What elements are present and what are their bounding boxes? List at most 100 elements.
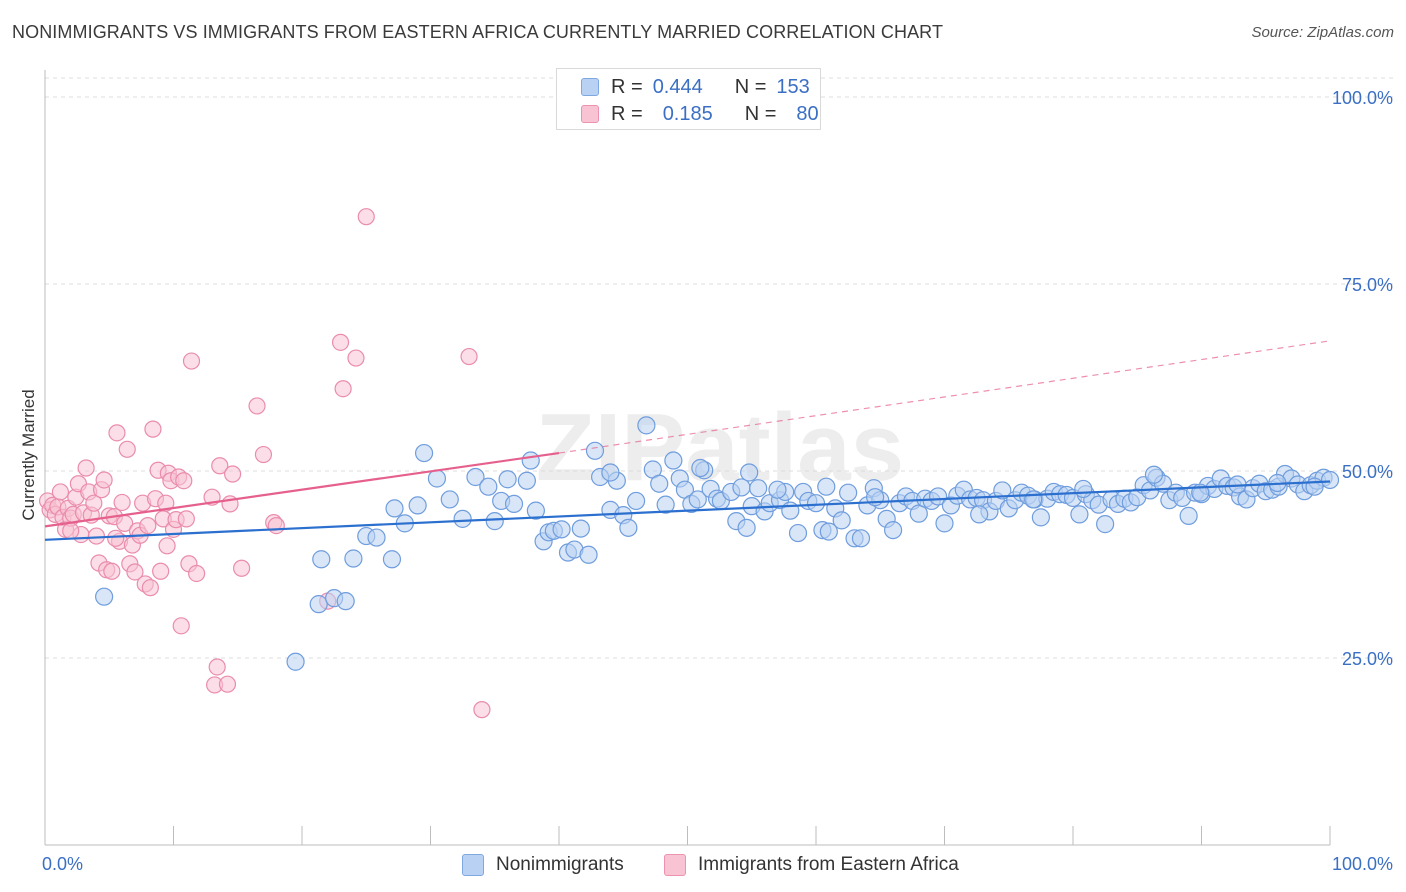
immigrants-point-34	[126, 563, 144, 581]
legend-swatch-blue	[581, 78, 599, 96]
nonimmigrants-point-151	[691, 458, 710, 478]
nonimmigrants-point-19	[485, 512, 504, 531]
immigrants-point-44	[152, 562, 170, 580]
nonimmigrants-point-109	[1070, 505, 1089, 524]
nonimmigrants-point-150	[601, 463, 620, 482]
n-label: N =	[744, 102, 777, 125]
nonimmigrants-point-25	[526, 501, 545, 520]
nonimmigrants-point-12	[408, 496, 427, 515]
immigrants-point-46	[157, 494, 175, 512]
legend-item-immigrants[interactable]: Immigrants from Eastern Africa	[664, 852, 959, 878]
nonimmigrants-point-149	[817, 477, 836, 496]
immigrants-point-77	[62, 522, 80, 540]
y-tick-label-75: 75.0%	[1342, 275, 1393, 295]
nonimmigrants-point-154	[970, 505, 989, 524]
immigrants-point-22	[95, 471, 113, 489]
nonimmigrants-point-152	[768, 480, 787, 499]
legend-label: Nonimmigrants	[496, 854, 624, 875]
immigrants-point-72	[334, 380, 352, 398]
nonimmigrants-point-14	[427, 469, 447, 488]
nonimmigrants-point-56	[732, 478, 751, 497]
immigrants-point-75	[460, 347, 478, 366]
nonimmigrants-point-40	[626, 491, 646, 511]
nonimmigrants-point-57	[737, 518, 756, 537]
nonimmigrants-point-103	[1031, 508, 1050, 527]
nonimmigrants-point-3	[309, 595, 328, 614]
immigrants-trend-extension	[558, 340, 1331, 454]
nonimmigrants-point-87	[928, 487, 948, 506]
nonimmigrants-point-148	[1320, 470, 1340, 490]
r-label: R =	[611, 102, 643, 125]
immigrants-point-67	[254, 445, 273, 464]
r-label: R =	[611, 75, 643, 98]
nonimmigrants-point-68	[806, 494, 826, 513]
source-label: Source: ZipAtlas.com	[1251, 24, 1394, 41]
legend-label: Immigrants from Eastern Africa	[698, 854, 959, 875]
nonimmigrants-point-97	[993, 481, 1012, 500]
n-value: 153	[776, 75, 810, 98]
nonimmigrants-point-22	[504, 494, 524, 514]
nonimmigrants-point-45	[664, 451, 683, 470]
nonimmigrants-point-80	[883, 520, 903, 540]
y-tick-label-50: 50.0%	[1342, 462, 1393, 482]
immigrants-point-79	[158, 537, 176, 555]
nonimmigrants-point-41	[637, 416, 656, 435]
nonimmigrants-point-0	[95, 587, 114, 606]
n-value: 80	[796, 102, 819, 125]
nonimmigrants-point-156	[1144, 465, 1164, 484]
stats-legend: R = 0.444 N = 153 R = 0.185 N = 80	[556, 68, 821, 130]
immigrants-trend-line	[44, 451, 560, 528]
immigrants-point-57	[188, 564, 206, 583]
nonimmigrants-point-155	[1074, 479, 1093, 499]
nonimmigrants-point-13	[414, 443, 434, 463]
r-value: 0.185	[662, 102, 713, 125]
legend-swatch-pink	[664, 854, 686, 876]
nonimmigrants-point-65	[788, 523, 808, 543]
nonimmigrants-point-39	[619, 518, 638, 537]
immigrants-point-40	[141, 579, 159, 597]
nonimmigrants-point-23	[517, 471, 536, 490]
immigrants-point-66	[248, 397, 266, 415]
legend-swatch-pink	[581, 105, 599, 123]
nonimmigrants-point-84	[909, 504, 928, 523]
nonimmigrants-point-126	[1179, 506, 1198, 525]
immigrants-point-19	[87, 527, 106, 545]
immigrants-point-54	[177, 510, 195, 528]
tick-labels: 25.0% 50.0% 75.0% 100.0% 0.0% 100.0%	[42, 88, 1393, 874]
nonimmigrants-point-49	[688, 490, 707, 509]
immigrants-point-69	[267, 517, 285, 535]
r-value: 0.444	[652, 75, 703, 98]
nonimmigrants-point-70	[819, 522, 838, 541]
nonimmigrants-point-59	[749, 479, 768, 498]
x-tick-label-max: 100.0%	[1332, 854, 1393, 874]
immigrants-point-73	[347, 349, 365, 367]
immigrants-point-61	[211, 457, 229, 475]
chart-title: NONIMMIGRANTS VS IMMIGRANTS FROM EASTERN…	[12, 22, 944, 42]
nonimmigrants-point-15	[440, 490, 459, 509]
immigrants-point-39	[139, 517, 157, 535]
legend-item-nonimmigrants[interactable]: Nonimmigrants	[462, 852, 624, 878]
nonimmigrants-point-21	[498, 470, 517, 489]
trend-lines	[44, 340, 1331, 541]
nonimmigrants-point-17	[466, 467, 485, 487]
immigrants-point-18	[85, 494, 103, 512]
immigrants-point-5	[51, 483, 70, 501]
axes	[44, 70, 1331, 846]
stats-legend-row-nonimmigrants: R = 0.444 N = 153	[581, 73, 810, 101]
x-tick-label-min: 0.0%	[42, 854, 83, 874]
nonimmigrants-point-43	[650, 474, 669, 493]
nonimmigrants-point-5	[336, 592, 355, 611]
immigrants-point-29	[113, 493, 131, 512]
nonimmigrants-point-34	[585, 441, 605, 460]
immigrants-point-27	[108, 424, 126, 442]
nonimmigrants-point-160	[1024, 490, 1043, 509]
nonimmigrants-point-33	[579, 545, 598, 564]
nonimmigrants-point-32	[571, 519, 590, 538]
y-axis-label: Currently Married	[19, 389, 38, 520]
immigrants-point-74	[357, 208, 375, 226]
immigrants-point-15	[77, 459, 95, 477]
immigrants-point-62	[218, 675, 237, 693]
n-label: N =	[734, 75, 767, 98]
nonimmigrants-point-113	[1096, 515, 1115, 534]
nonimmigrants-trend-line	[44, 480, 1331, 541]
